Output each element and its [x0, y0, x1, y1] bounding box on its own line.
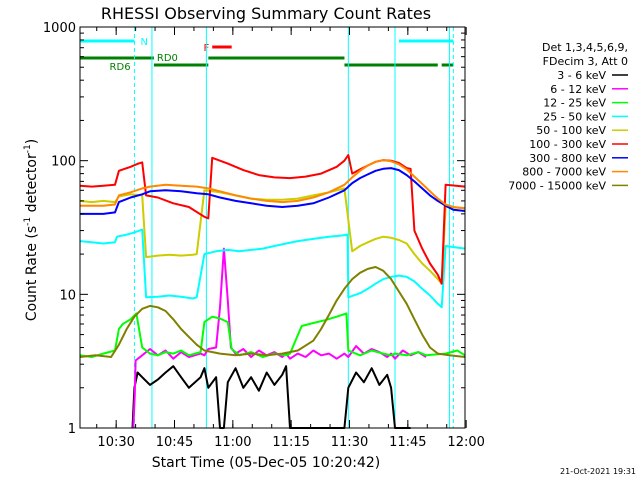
plot-area-frame [79, 26, 466, 429]
legend-label: 7000 - 15000 keV [508, 179, 606, 192]
legend-label: 12 - 25 keV [543, 97, 606, 110]
series-line [79, 266, 466, 358]
legend-header-line-1: Det 1,3,4,5,6,9, [542, 41, 628, 54]
x-tick-label: 11:45 [389, 435, 426, 450]
legend-label: 300 - 800 keV [529, 152, 606, 165]
legend-header-line-2: FDecim 3, Att 0 [543, 55, 628, 68]
y-tick-layer: 1 10 100 1000 [43, 21, 465, 437]
x-tick-layer: 10:30 10:45 11:00 11:15 11:30 11:45 12:00 [96, 27, 485, 450]
chart-title: RHESSI Observing Summary Count Rates [101, 4, 431, 23]
y-tick-label: 100 [51, 155, 76, 170]
legend-label: 6 - 12 keV [550, 83, 606, 96]
series-line [79, 187, 466, 285]
y-axis-label-mid: detector [24, 153, 40, 217]
x-tick-label: 10:45 [156, 435, 193, 450]
series-line [79, 228, 466, 309]
x-axis-label: Start Time (05-Dec-05 10:20:42) [152, 455, 380, 471]
y-axis-label-end: ) [24, 139, 40, 144]
y-axis-label: Count Rate (s-1 detector-1) [23, 139, 40, 321]
legend-label: 50 - 100 keV [536, 124, 606, 137]
x-tick-label: 12:00 [447, 435, 484, 450]
series-line [132, 247, 427, 429]
x-tick-label: 11:30 [331, 435, 368, 450]
timestamp: 21-Oct-2021 19:31 [560, 467, 636, 476]
series-line [80, 159, 466, 210]
status-bar-label: N [140, 37, 147, 48]
y-axis-label-sup-1: -1 [23, 217, 33, 226]
status-bar-label: RD6 [110, 62, 131, 73]
status-layer: NFRD0RD6 [80, 37, 454, 73]
y-tick-label: 1000 [43, 21, 76, 36]
series-line [131, 365, 411, 429]
series-line [79, 312, 466, 358]
y-axis-label-main: Count Rate (s [24, 226, 40, 321]
legend-label: 3 - 6 keV [557, 69, 606, 82]
status-bar-label: RD0 [157, 53, 178, 64]
series-line [79, 154, 466, 285]
y-tick-label: 10 [59, 288, 76, 303]
x-tick-label: 10:30 [97, 435, 134, 450]
vline-layer [79, 27, 454, 428]
legend-label: 800 - 7000 keV [522, 166, 606, 179]
legend-label: 100 - 300 keV [529, 138, 606, 151]
x-tick-label: 11:15 [272, 435, 309, 450]
x-tick-label: 11:00 [214, 435, 251, 450]
series-layer [79, 154, 466, 429]
legend-label: 25 - 50 keV [543, 110, 606, 123]
series-line [80, 167, 466, 215]
y-axis-label-sup-2: -1 [23, 144, 33, 153]
y-tick-label: 1 [68, 422, 76, 437]
